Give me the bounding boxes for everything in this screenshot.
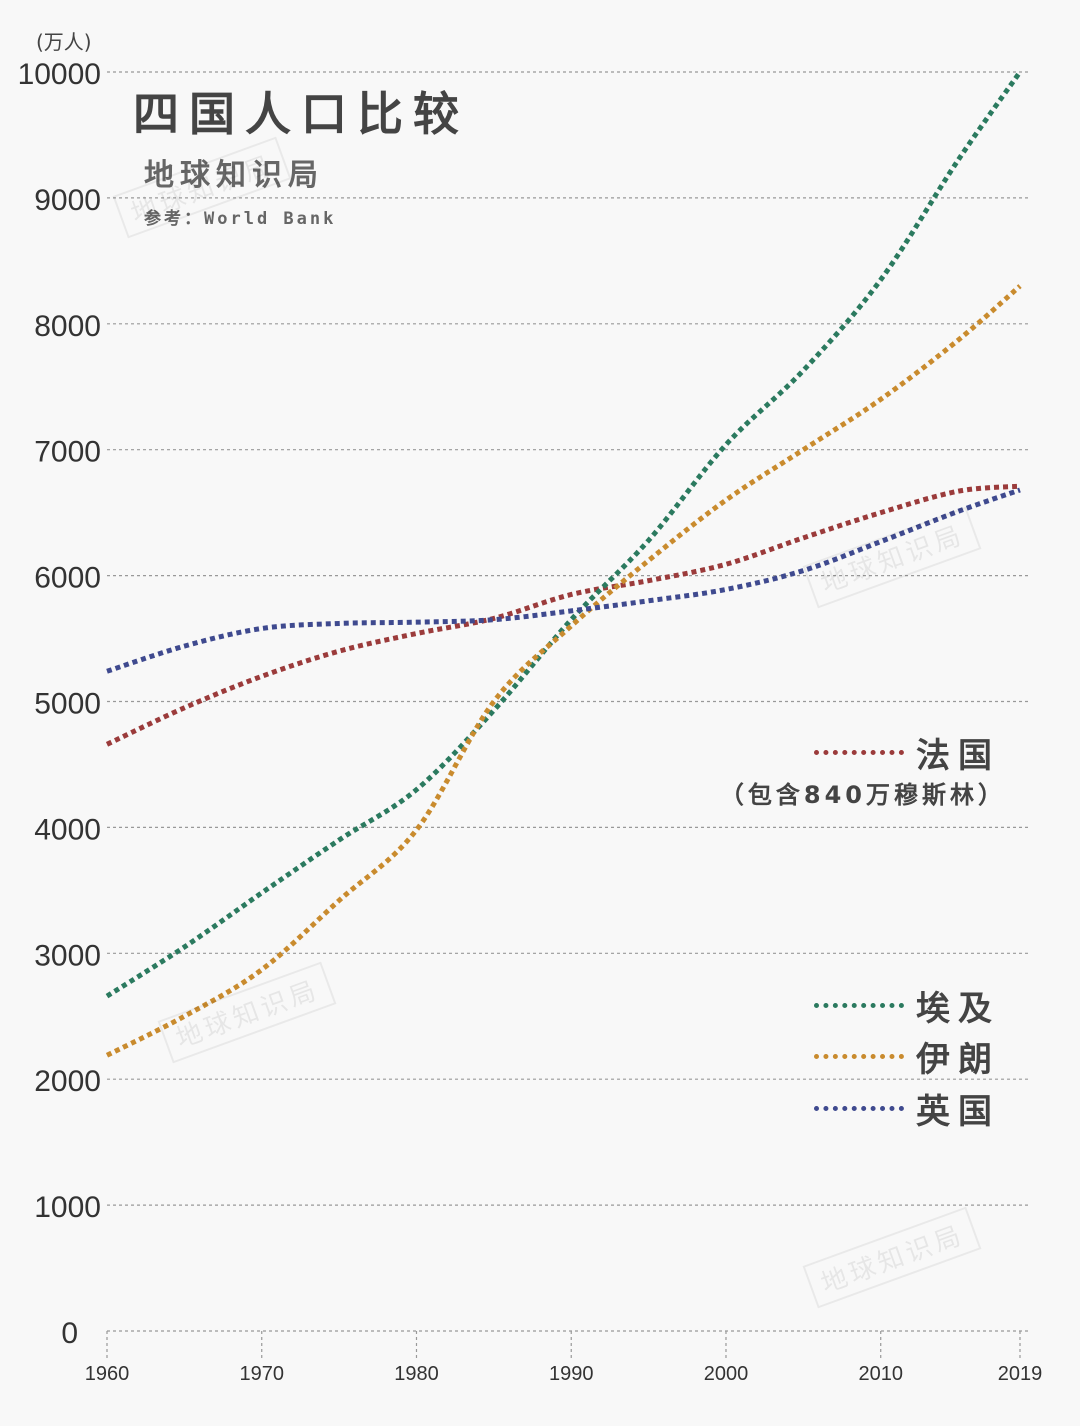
x-tick-label: 1960: [85, 1363, 130, 1385]
legend-note: （包含840万穆斯林）: [719, 781, 1006, 809]
legend-item-egypt: 埃及: [814, 981, 1000, 1030]
x-tick-label: 1980: [394, 1363, 439, 1385]
x-tick-label: 1970: [239, 1363, 284, 1385]
x-tick-label: 2000: [704, 1363, 749, 1385]
legend-swatch: [814, 1106, 904, 1111]
y-tick-label: 2000: [34, 1065, 101, 1098]
y-tick-label: 1000: [34, 1191, 101, 1224]
y-tick-label: 8000: [34, 310, 101, 343]
legend-swatch: [814, 750, 904, 755]
legend-swatch: [814, 1054, 904, 1059]
legend-label: 伊朗: [916, 1040, 1000, 1080]
legend-label: 埃及: [916, 989, 1000, 1029]
legend-item-uk: 英国: [814, 1084, 1000, 1133]
y-tick-label: 5000: [34, 688, 101, 721]
legend-label: 法国: [916, 736, 1000, 776]
y-tick-label: 7000: [34, 436, 101, 469]
x-tick-label: 2019: [998, 1363, 1043, 1385]
y-tick-label: 9000: [34, 184, 101, 217]
legend-item-iran: 伊朗: [814, 1032, 1000, 1081]
y-tick-label: 0: [61, 1317, 78, 1350]
y-tick-label: 4000: [34, 813, 101, 846]
legend-swatch: [814, 1003, 904, 1008]
series-line-法国: [105, 483, 1021, 747]
series-line-英国: [106, 487, 1021, 674]
y-tick-label: 10000: [18, 58, 101, 91]
series-line-埃及: [105, 70, 1023, 999]
chart-title: 四国人口比较: [133, 87, 469, 141]
legend-label: 英国: [916, 1092, 1000, 1132]
series-line-伊朗: [105, 284, 1022, 1058]
x-tick-label: 1990: [549, 1363, 594, 1385]
chart-source: 参考：World Bank: [144, 209, 337, 229]
y-tick-label: 3000: [34, 939, 101, 972]
y-axis-unit: (万人): [36, 30, 92, 54]
chart-subtitle: 地球知识局: [144, 158, 324, 193]
y-tick-label: 6000: [34, 562, 101, 595]
legend-item-france: 法国: [814, 728, 1000, 777]
x-tick-label: 2010: [858, 1363, 903, 1385]
